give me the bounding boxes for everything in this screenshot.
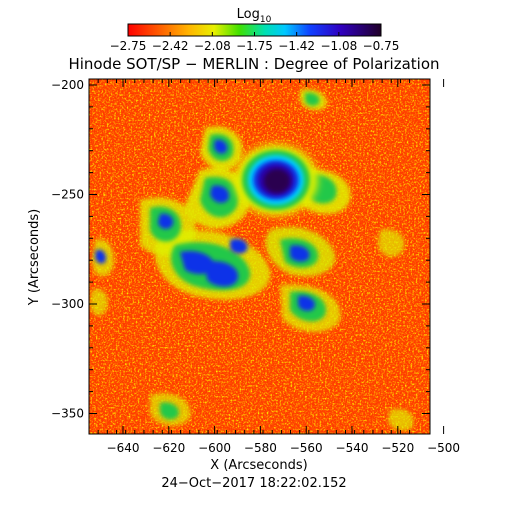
x-axis-label: X (Arcseconds): [210, 458, 307, 473]
y-tick-label: −300: [51, 297, 84, 311]
x-tick-label: −580: [244, 441, 277, 455]
x-tick-label: −520: [381, 441, 414, 455]
colorbar-tick-label: −1.08: [320, 39, 357, 53]
y-axis-label: Y (Arcseconds): [27, 209, 42, 306]
plot-frame: [88, 78, 431, 435]
x-tick-label: −640: [107, 441, 140, 455]
x-tick-label: −540: [336, 441, 369, 455]
polarization-map: [89, 79, 430, 434]
colorbar-tick-label: −1.75: [236, 39, 273, 53]
x-tick-label: −500: [427, 441, 460, 455]
plot-title: Hinode SOT/SP − MERLIN : Degree of Polar…: [68, 55, 439, 73]
colorbar-tick-label: −0.75: [363, 39, 400, 53]
colorbar-tick-label: −2.75: [110, 39, 147, 53]
colorbar-ticks: −2.75 −2.42 −2.08 −1.75 −1.42 −1.08 −0.75: [110, 32, 400, 53]
y-tick-label: −250: [51, 188, 84, 202]
colorbar-tick-label: −2.42: [152, 39, 189, 53]
x-axis: −640 −620 −600 −580 −560 −540 −520 −500: [88, 79, 460, 455]
x-tick-label: −620: [152, 441, 185, 455]
y-tick-label: −200: [51, 78, 84, 92]
x-tick-label: −600: [198, 441, 231, 455]
colorbar-tick-label: −2.08: [194, 39, 231, 53]
timestamp: 24−Oct−2017 18:22:02.152: [161, 476, 346, 491]
y-axis: −200 −250 −300 −350: [51, 78, 430, 421]
colorbar-label: Log10: [237, 7, 272, 25]
y-tick-label: −350: [51, 407, 84, 421]
network-blue: [95, 139, 316, 311]
colorbar-tick-label: −1.42: [278, 39, 315, 53]
sunspot: [234, 144, 318, 216]
x-tick-label: −560: [290, 441, 323, 455]
